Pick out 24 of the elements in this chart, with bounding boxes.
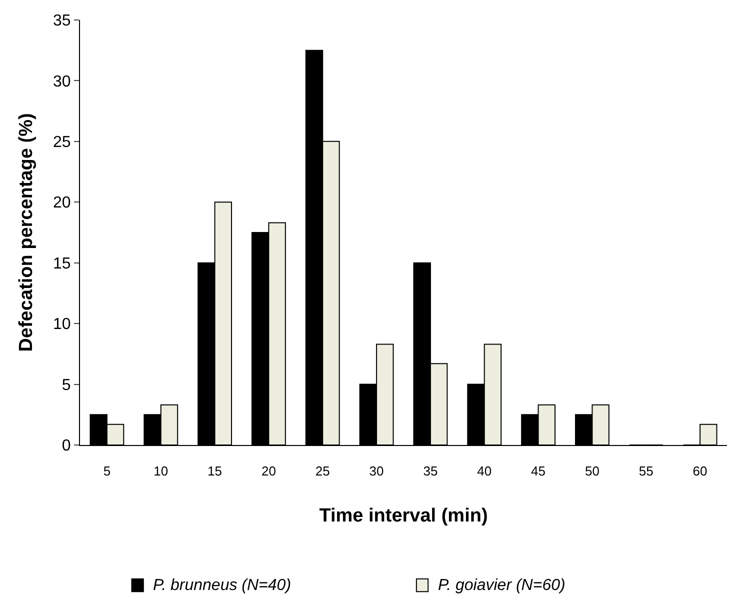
y-tick-label: 20 (53, 194, 71, 212)
x-tick-label: 50 (584, 464, 600, 479)
x-tick-label: 25 (315, 464, 330, 479)
x-tick-label: 20 (261, 464, 276, 479)
legend-label: P. brunneus (N=40) (153, 577, 292, 594)
x-axis-title: Time interval (min) (319, 505, 488, 526)
y-tick-label: 30 (53, 73, 71, 90)
x-tick-label: 5 (103, 464, 111, 479)
y-tick-label: 25 (53, 134, 71, 152)
y-tick-label: 0 (62, 438, 71, 455)
x-tick-label: 55 (638, 464, 654, 479)
y-tick-label: 35 (53, 12, 71, 30)
x-tick-label: 35 (423, 464, 438, 479)
y-tick-label: 5 (62, 376, 71, 394)
legend-label: P. goiavier (N=60) (438, 577, 566, 594)
x-tick-label: 45 (531, 464, 546, 479)
y-tick-label: 15 (53, 255, 71, 272)
y-tick-label: 10 (53, 316, 71, 334)
x-tick-label: 10 (154, 464, 168, 479)
x-tick-label: 30 (369, 464, 384, 479)
x-tick-label: 40 (477, 464, 492, 479)
x-tick-label: 60 (692, 464, 708, 479)
x-tick-label: 15 (208, 464, 222, 479)
y-axis-title: Defecation percentage (%) (16, 113, 37, 352)
